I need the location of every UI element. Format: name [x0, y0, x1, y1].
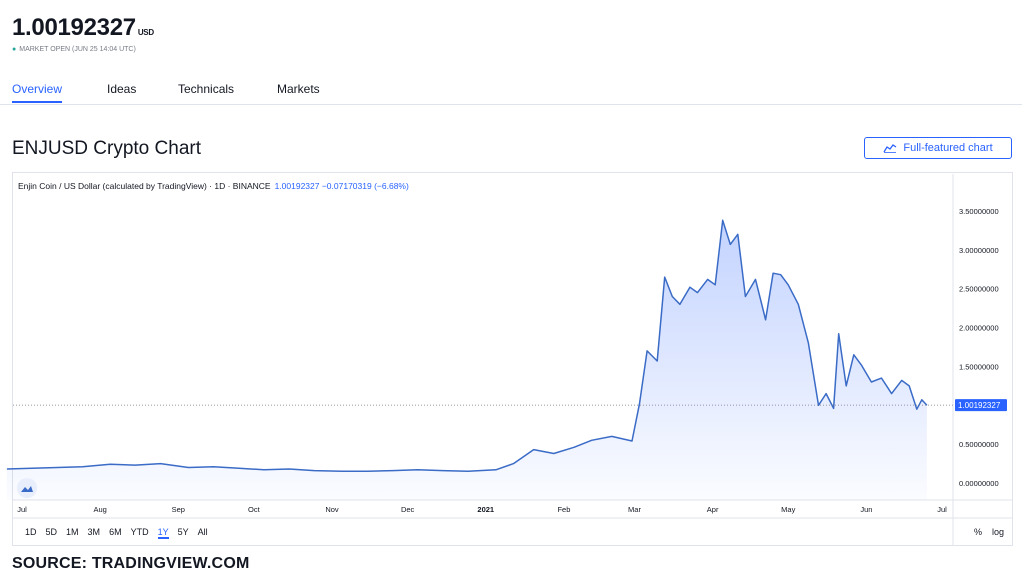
range-1m[interactable]: 1M [66, 527, 79, 537]
price-value: 1.00192327 [12, 14, 136, 41]
tab-bar: Overview Ideas Technicals Markets [0, 80, 1022, 105]
tab-ideas[interactable]: Ideas [107, 82, 137, 96]
currency-label: USD [137, 28, 154, 37]
chart-container [12, 172, 1013, 546]
range-1y[interactable]: 1Y [157, 527, 169, 539]
range-5d[interactable]: 5D [45, 527, 58, 537]
cloud-icon [21, 485, 33, 492]
range-selector: 1D 5D 1M 3M 6M YTD 1Y 5Y All [25, 527, 208, 539]
chart-legend: Enjin Coin / US Dollar (calculated by Tr… [18, 181, 409, 191]
range-5y[interactable]: 5Y [177, 527, 189, 537]
log-toggle[interactable]: log [992, 527, 1005, 537]
price-display: 1.00192327 USD [12, 14, 154, 42]
percent-toggle[interactable]: % [974, 527, 983, 537]
range-ytd[interactable]: YTD [130, 527, 149, 537]
source-caption: SOURCE: TRADINGVIEW.COM [12, 555, 250, 572]
range-3m[interactable]: 3M [87, 527, 101, 537]
chart-line-icon [883, 144, 897, 153]
full-featured-chart-button[interactable]: Full-featured chart [864, 137, 1012, 159]
tab-overview[interactable]: Overview [12, 82, 63, 103]
range-6m[interactable]: 6M [109, 527, 122, 537]
tab-technicals[interactable]: Technicals [178, 82, 235, 96]
tab-markets[interactable]: Markets [277, 82, 320, 96]
status-dot-icon: ● [12, 46, 17, 53]
full-featured-chart-label: Full-featured chart [903, 142, 993, 154]
range-all[interactable]: All [197, 527, 208, 537]
chart-title: ENJUSD Crypto Chart [12, 138, 201, 159]
legend-values: 1.00192327 −0.07170319 (−6.68%) [274, 181, 409, 191]
legend-symbol: Enjin Coin / US Dollar (calculated by Tr… [18, 181, 271, 191]
range-1d[interactable]: 1D [25, 527, 37, 537]
tradingview-logo-icon[interactable] [17, 478, 37, 498]
market-status-text: MARKET OPEN (JUN 25 14:04 UTC) [19, 46, 136, 53]
market-status: ● MARKET OPEN (JUN 25 14:04 UTC) [12, 46, 136, 53]
